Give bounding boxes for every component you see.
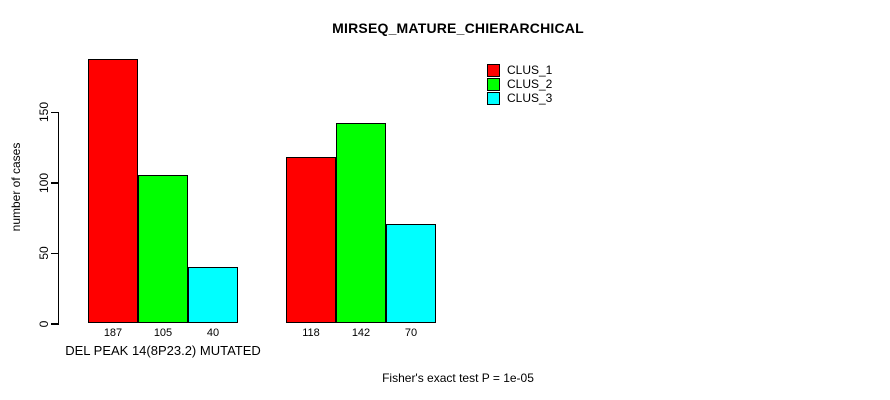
y-axis-tick-label: 100 xyxy=(37,172,51,193)
y-axis-line xyxy=(57,111,59,325)
legend-label: CLUS_3 xyxy=(507,91,553,105)
x-group-label: DEL PEAK 14(8P23.2) MUTATED xyxy=(65,343,261,358)
bar-clus_3-group2 xyxy=(386,224,436,323)
legend-label: CLUS_2 xyxy=(507,77,553,91)
y-axis-tick xyxy=(50,252,58,254)
bar-value-label: 142 xyxy=(351,327,371,339)
y-axis-tick xyxy=(50,323,58,325)
chart-title: MIRSEQ_MATURE_CHIERARCHICAL xyxy=(332,20,584,36)
bar-clus_2-group1 xyxy=(138,175,188,323)
bar-value-label: 187 xyxy=(103,327,123,339)
legend-item: CLUS_1 xyxy=(487,63,552,77)
legend-item: CLUS_3 xyxy=(487,91,552,105)
bar-value-label: 118 xyxy=(302,327,320,339)
y-axis-tick xyxy=(50,182,58,184)
legend-label: CLUS_1 xyxy=(507,63,553,77)
y-axis-tick xyxy=(50,111,58,113)
bar-clus_2-group2 xyxy=(336,123,386,323)
bar-clus_1-group1 xyxy=(88,59,138,323)
legend: CLUS_1 CLUS_2 CLUS_3 xyxy=(487,63,552,105)
annotation-text: Fisher's exact test P = 1e-05 xyxy=(382,371,534,385)
bar-value-label: 40 xyxy=(206,327,220,339)
y-axis-label: number of cases xyxy=(9,142,23,232)
bar-clus_3-group1 xyxy=(188,267,238,323)
y-axis-tick-label: 50 xyxy=(37,246,51,260)
legend-swatch xyxy=(487,77,500,91)
y-axis-tick-label: 150 xyxy=(37,102,51,123)
legend-swatch xyxy=(487,91,500,105)
bar-clus_1-group2 xyxy=(286,157,336,323)
bar-value-label: 70 xyxy=(404,327,418,339)
bar-value-label: 105 xyxy=(153,327,173,339)
legend-item: CLUS_2 xyxy=(487,77,552,91)
y-axis-tick-label: 0 xyxy=(37,320,51,328)
legend-swatch xyxy=(487,63,500,77)
